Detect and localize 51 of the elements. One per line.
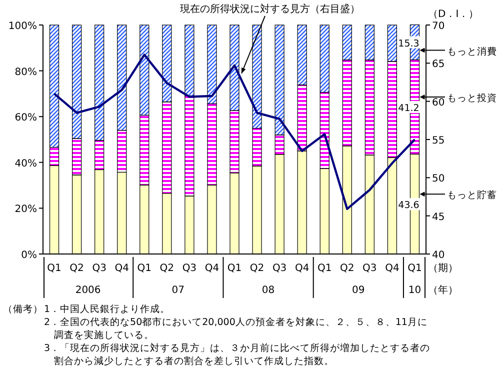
- text: Q2: [160, 263, 174, 274]
- text: Q1: [318, 263, 332, 274]
- text: 70: [432, 21, 445, 32]
- text: もっと投資: [447, 92, 497, 104]
- text: Q1: [47, 263, 62, 274]
- text: （備考）: [3, 304, 43, 315]
- text: Q3: [92, 263, 106, 274]
- text: Q2: [250, 263, 264, 274]
- text: Q3: [182, 263, 197, 274]
- text: もっと消費: [447, 46, 497, 58]
- text: Q4: [385, 263, 400, 274]
- text: Q1: [227, 263, 242, 274]
- text: 55: [432, 136, 445, 146]
- text: 41.2: [398, 102, 420, 114]
- text: 65: [432, 59, 445, 70]
- text: 100%: [8, 21, 37, 32]
- text: Q2: [340, 263, 354, 274]
- text: 1．中国人民銀行より作成。: [44, 304, 170, 315]
- text: 09: [352, 285, 365, 296]
- text: 40%: [14, 158, 37, 170]
- text: 15.3: [398, 38, 420, 50]
- xlabel: （期）: [428, 263, 458, 274]
- text: Q4: [294, 263, 310, 274]
- text: Q3: [272, 263, 287, 274]
- text: （年）: [428, 285, 458, 296]
- text: Q1: [408, 263, 422, 274]
- text: 割合から減少したとする者の割合を差し引いて作成した指数。: [54, 356, 334, 367]
- y2label: （D．I．）: [428, 9, 479, 20]
- text: 20%: [14, 204, 37, 216]
- text: Q4: [114, 263, 129, 274]
- text: 60%: [14, 112, 37, 124]
- text: Q3: [362, 263, 377, 274]
- text: 50: [432, 174, 445, 185]
- text: 調査を実施している。: [54, 330, 154, 341]
- line-label: 現在の所得状況に対する見方（右目盛）: [180, 4, 360, 15]
- text: 80%: [14, 66, 37, 78]
- text: 2006: [75, 285, 101, 296]
- text: 3．「現在の所得状況に対する見方」は、３か月前に比べて所得が増加したとする者の: [44, 343, 430, 354]
- text: Q4: [204, 263, 220, 274]
- text: 0%: [21, 250, 37, 261]
- text: 40: [432, 250, 445, 261]
- text: 43.6: [398, 200, 420, 212]
- text: 10: [408, 285, 422, 296]
- text: 07: [172, 285, 185, 296]
- text: Q1: [137, 263, 152, 274]
- text: 60: [432, 97, 445, 108]
- text: もっと貯蓄: [447, 190, 497, 202]
- text: Q2: [70, 263, 84, 274]
- text: 45: [432, 212, 445, 223]
- text: 08: [262, 285, 275, 296]
- text: 2．全国の代表的な50都市において20,000人の預金者を対象に、２、５、８、11月に: [44, 317, 428, 328]
